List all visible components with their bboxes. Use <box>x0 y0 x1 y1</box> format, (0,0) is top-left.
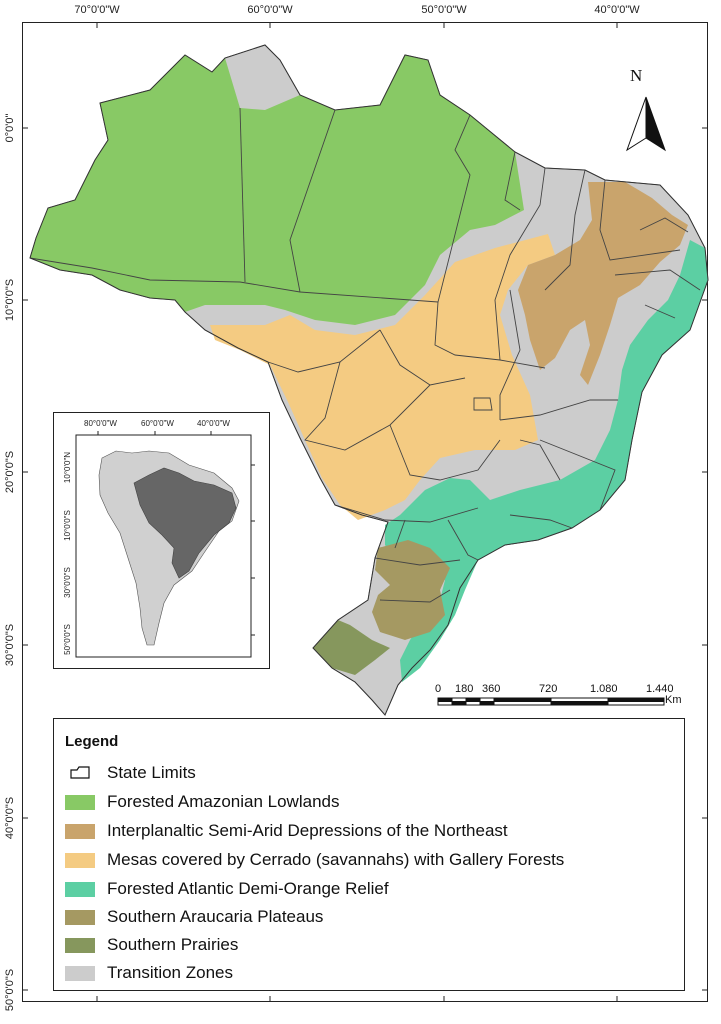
scale-label: 0 <box>435 683 442 695</box>
scale-unit: Km <box>665 694 682 706</box>
legend-swatch <box>65 852 95 868</box>
legend-item-state-limits: State Limits <box>65 763 196 783</box>
scale-label: 360 <box>482 683 501 695</box>
brazil-outline <box>29 44 709 716</box>
state-outline-icon <box>70 766 90 779</box>
atlantic-demi-orange-region <box>385 240 708 682</box>
scale-label: 1.080 <box>590 683 618 695</box>
legend-label: Southern Araucaria Plateaus <box>107 907 324 926</box>
legend-item-cerrado: Mesas covered by Cerrado (savannahs) wit… <box>65 850 564 870</box>
lon-tick-label: 70°0'0"W <box>74 4 120 16</box>
araucaria-plateaus-region <box>372 540 450 640</box>
legend-item-atlantic: Forested Atlantic Demi-Orange Relief <box>65 879 389 899</box>
legend-label: Forested Amazonian Lowlands <box>107 792 340 811</box>
cerrado-mesas-region <box>210 234 555 520</box>
legend-label: Transition Zones <box>107 963 233 982</box>
legend-label: State Limits <box>107 763 196 782</box>
legend-swatch <box>65 823 95 839</box>
legend-box: Legend State Limits Forested Amazonian L… <box>53 718 685 991</box>
legend-label: Southern Prairies <box>107 935 239 954</box>
amazonian-lowlands-region <box>30 55 524 325</box>
legend-item-prairies: Southern Prairies <box>65 935 238 955</box>
legend-item-semi-arid: Interplanaltic Semi-Arid Depressions of … <box>65 821 508 841</box>
legend-swatch <box>65 909 95 925</box>
north-arrow-icon <box>626 96 666 152</box>
legend-swatch <box>65 937 95 953</box>
lon-tick-label: 60°0'0"W <box>247 4 293 16</box>
north-label: N <box>630 66 643 85</box>
legend-swatch <box>65 794 95 810</box>
south-america-inset: 80°0'0"W 60°0'0"W 40°0'0"W 10°0'0"N 10°0… <box>53 412 270 669</box>
semi-arid-depressions-region <box>518 182 688 385</box>
scale-label: 180 <box>455 683 474 695</box>
scale-label: 720 <box>539 683 558 695</box>
inset-lon-label: 60°0'0"W <box>141 419 174 428</box>
legend-title: Legend <box>65 733 119 750</box>
legend-label: Mesas covered by Cerrado (savannahs) wit… <box>107 850 565 869</box>
brazil-inset-highlight <box>133 467 237 579</box>
legend-swatch <box>65 965 95 981</box>
legend-item-amazonian: Forested Amazonian Lowlands <box>65 792 339 812</box>
legend-swatch <box>65 881 95 897</box>
legend-item-araucaria: Southern Araucaria Plateaus <box>65 907 323 927</box>
inset-lon-label: 80°0'0"W <box>84 419 117 428</box>
legend-label: Interplanaltic Semi-Arid Depressions of … <box>107 821 508 840</box>
state-limits-lines <box>29 107 701 603</box>
legend-label: Forested Atlantic Demi-Orange Relief <box>107 879 389 898</box>
lon-tick-label: 50°0'0"W <box>421 4 467 16</box>
inset-lon-label: 40°0'0"W <box>197 419 230 428</box>
southern-prairies-region <box>313 620 390 675</box>
inset-map-svg <box>75 431 255 658</box>
scale-bar <box>437 697 665 706</box>
scale-label: 1.440 <box>646 683 674 695</box>
legend-item-transition: Transition Zones <box>65 963 233 983</box>
lon-tick-label: 40°0'0"W <box>594 4 640 16</box>
